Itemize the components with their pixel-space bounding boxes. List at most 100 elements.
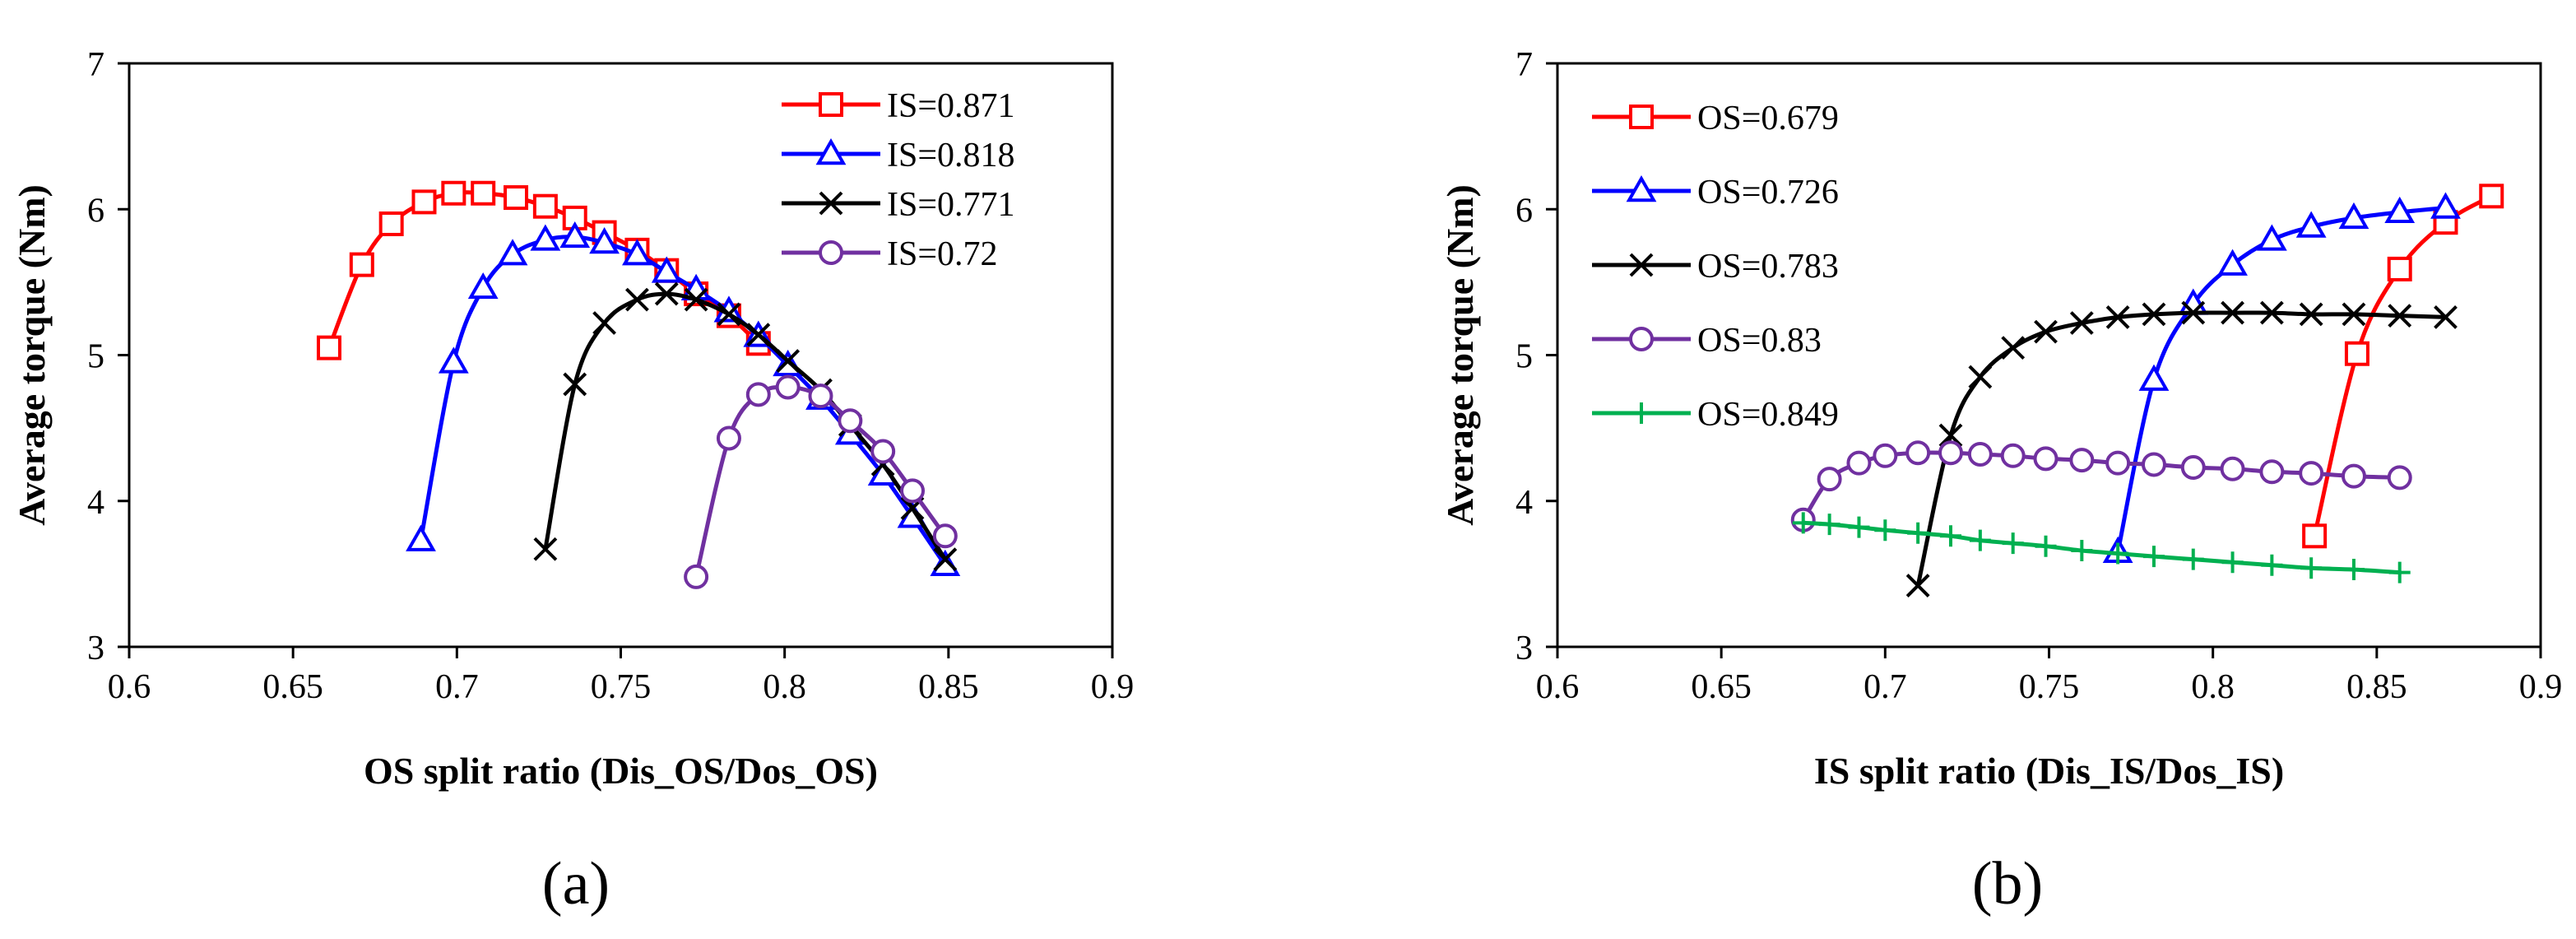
data-point [2181, 300, 2206, 325]
x-axis-label: IS split ratio (Dis_IS/Dos_IS) [1814, 750, 2284, 792]
data-point [745, 382, 771, 407]
x-tick-label: 0.7 [435, 668, 479, 706]
legend-entry: OS=0.83 [1592, 322, 1822, 360]
data-point [776, 349, 801, 374]
data-point [438, 346, 469, 374]
data-point [2434, 305, 2458, 329]
data-point [900, 478, 926, 504]
x-tick-label: 0.8 [2191, 668, 2235, 706]
data-point [1940, 525, 1961, 547]
x-tick-label: 0.7 [1864, 668, 1907, 706]
data-point [2034, 319, 2058, 344]
legend-marker [815, 138, 847, 165]
data-point [2182, 548, 2204, 570]
legend-label: IS=0.818 [887, 137, 1015, 174]
data-point [2338, 202, 2369, 230]
y-axis-label: Average torque (Nm) [1439, 184, 1481, 526]
y-tick-label: 6 [1515, 192, 1533, 230]
data-point [2384, 196, 2416, 224]
data-point [654, 281, 679, 306]
data-point [411, 189, 437, 215]
x-tick-label: 0.6 [108, 668, 151, 706]
data-point [2035, 535, 2057, 557]
legend-label: OS=0.726 [1697, 174, 1839, 212]
data-point [2387, 256, 2412, 281]
data-point [1907, 522, 1929, 544]
data-point [838, 408, 863, 434]
data-point [2344, 341, 2369, 366]
data-point [2387, 465, 2412, 490]
legend-marker [1629, 327, 1654, 351]
legend-marker [1626, 175, 1657, 202]
data-point [2479, 184, 2504, 209]
data-point [2001, 336, 2026, 360]
data-point [316, 335, 341, 360]
x-tick-label: 0.65 [262, 668, 323, 706]
y-tick-label: 5 [87, 338, 104, 376]
data-point [2341, 463, 2366, 489]
data-point [2138, 364, 2170, 391]
data-point [2069, 311, 2094, 335]
y-tick-label: 4 [1515, 484, 1533, 522]
series-OS=0.783 [1905, 300, 2458, 597]
data-point [1848, 516, 1870, 538]
data-point [2105, 450, 2131, 476]
data-point [2221, 551, 2244, 574]
legend-marker [819, 240, 843, 265]
data-point [2220, 456, 2245, 481]
data-point [2002, 532, 2024, 555]
data-point [2217, 249, 2248, 276]
y-tick-label: 4 [87, 484, 104, 522]
data-point [1818, 514, 1840, 536]
data-point [1817, 467, 1842, 492]
data-point [717, 302, 741, 327]
data-point [406, 524, 436, 551]
legend-entry: OS=0.849 [1592, 396, 1839, 434]
data-point [2295, 211, 2327, 238]
panel-label-b: (b) [1972, 850, 2043, 918]
data-point [1792, 512, 1814, 534]
data-point [1969, 529, 1991, 551]
x-tick-label: 0.75 [2019, 668, 2080, 706]
data-point [2105, 305, 2130, 329]
data-point [1846, 450, 1872, 476]
data-point [1938, 423, 1963, 448]
legend-label: IS=0.871 [887, 87, 1015, 125]
data-point [1905, 574, 1930, 597]
data-point [2141, 452, 2166, 477]
data-point [2071, 540, 2093, 562]
data-point [716, 425, 741, 451]
y-axis-label: Average torque (Nm) [11, 184, 53, 526]
data-point [932, 523, 958, 549]
y-tick-label: 3 [87, 630, 104, 667]
legend-marker [819, 92, 843, 117]
x-tick-label: 0.6 [1536, 668, 1580, 706]
data-point [530, 224, 561, 251]
data-point [2107, 542, 2129, 565]
y-tick-label: 7 [1515, 46, 1533, 84]
series-IS=0.72 [684, 374, 958, 589]
data-point [532, 193, 558, 219]
legend-label: OS=0.679 [1697, 100, 1839, 137]
data-point [378, 211, 404, 236]
x-tick-label: 0.85 [2346, 668, 2407, 706]
data-point [870, 439, 896, 464]
legend-label: OS=0.849 [1697, 396, 1839, 434]
data-point [2069, 448, 2095, 473]
x-tick-label: 0.9 [2519, 668, 2563, 706]
data-point [563, 372, 587, 397]
data-point [775, 374, 801, 400]
series-OS=0.83 [1790, 440, 2412, 532]
legend-label: IS=0.771 [887, 186, 1015, 224]
data-point [2299, 302, 2323, 327]
data-point [651, 256, 682, 283]
data-point [684, 564, 709, 589]
legend-label: OS=0.83 [1697, 322, 1822, 360]
data-point [625, 287, 649, 312]
legend-marker [1629, 105, 1654, 129]
series-IS=0.818 [406, 221, 961, 576]
series-OS=0.849 [1792, 512, 2411, 583]
legend-marker [819, 191, 843, 216]
data-point [467, 272, 499, 300]
